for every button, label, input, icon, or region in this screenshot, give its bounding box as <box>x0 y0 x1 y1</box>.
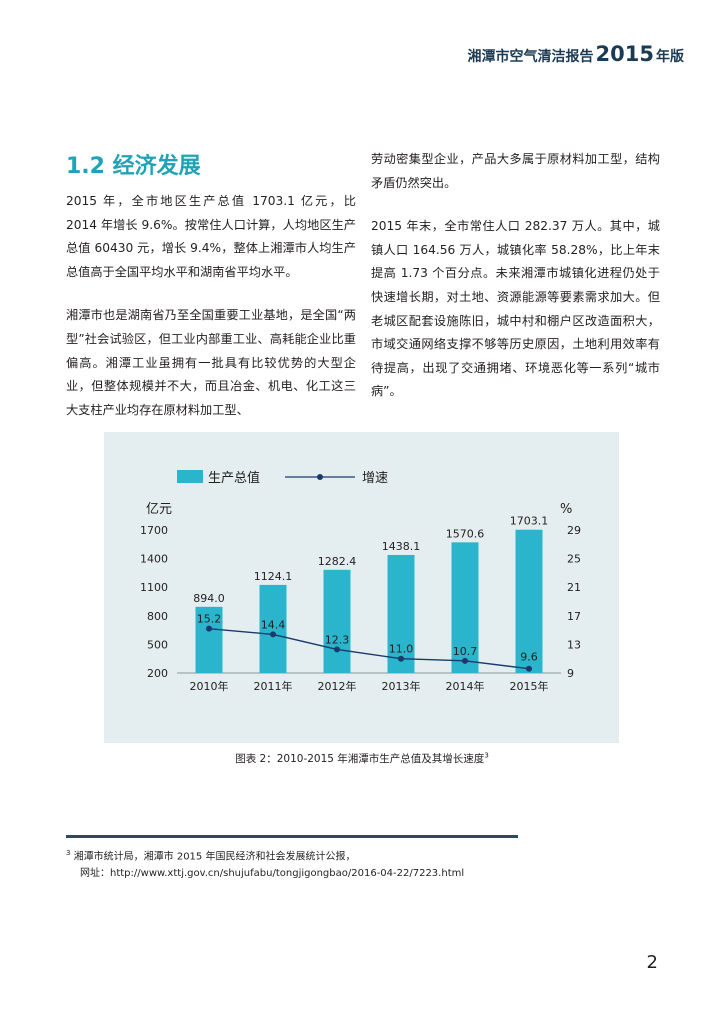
footnote-number: 3 <box>66 849 71 857</box>
growth-rate-point <box>398 655 404 662</box>
growth-rate-label: 10.7 <box>453 645 478 658</box>
bar-2011年 <box>259 584 287 673</box>
y2-tick-label: 29 <box>567 524 581 537</box>
footnote-url[interactable]: 网址：http://www.xttj.gov.cn/shujufabu/tong… <box>80 868 465 880</box>
paragraph: 2015 年末，全市常住人口 282.37 万人。其中，城镇人口 164.56 … <box>371 219 660 399</box>
growth-rate-label: 15.2 <box>197 613 222 626</box>
bar-value-label: 1124.1 <box>254 570 293 583</box>
x-tick-label: 2011年 <box>254 679 293 693</box>
growth-rate-label: 12.3 <box>325 633 350 646</box>
figure-caption: 图表 2：2010-2015 年湘潭市生产总值及其增长速度3 <box>0 751 724 766</box>
legend-bar-swatch <box>177 470 203 483</box>
growth-rate-label: 11.0 <box>389 643 414 656</box>
growth-rate-point <box>526 665 532 672</box>
header-title-prefix: 湘潭市空气清洁报告 <box>467 49 594 65</box>
y2-axis-title: % <box>560 502 572 517</box>
growth-rate-point <box>334 646 340 653</box>
growth-rate-line <box>208 627 530 670</box>
growth-rate-point <box>270 631 276 638</box>
legend-line-label: 增速 <box>362 471 388 486</box>
gdp-chart-panel: 生产总值 增速亿元% 200 500 800 1100 1400 1700 9 13 17 21 25 2… <box>104 432 619 743</box>
right-column: 劳动密集型企业，产品大多属于原材料加工型，结构矛盾仍然突出。 2015 年末，全… <box>371 148 660 424</box>
bar-value-label: 894.0 <box>193 592 225 605</box>
paragraph: 湘潭市也是湖南省乃至全国重要工业基地，是全国“两型”社会试验区，但工业内部重工业… <box>66 308 356 417</box>
growth-rate-label: 14.4 <box>261 618 286 631</box>
footnote-line-1: 湘潭市统计局，湘潭市 2015 年国民经济和社会发展统计公报， <box>73 851 356 863</box>
y2-tick-label: 21 <box>567 581 581 594</box>
x-tick-label: 2015年 <box>510 679 549 693</box>
y2-tick-label: 17 <box>567 610 581 623</box>
growth-rate-point <box>462 657 468 664</box>
y2-tick-label: 25 <box>567 553 581 566</box>
bar-2015年 <box>515 529 543 673</box>
bar-value-label: 1570.6 <box>446 527 485 540</box>
y-axis-title: 亿元 <box>146 502 172 517</box>
footnote-divider <box>66 835 518 838</box>
growth-rate-point <box>206 625 212 632</box>
legend-bar-label: 生产总值 <box>208 470 260 486</box>
caption-text: 图表 2：2010-2015 年湘潭市生产总值及其增长速度 <box>235 753 485 765</box>
x-tick-label: 2010年 <box>190 679 229 693</box>
bar-2012年 <box>323 569 351 673</box>
paragraph: 2015 年，全市地区生产总值 1703.1 亿元，比 2014 年增长 9.6… <box>66 194 356 279</box>
legend-line-marker <box>317 474 323 480</box>
left-column: 2015 年，全市地区生产总值 1703.1 亿元，比 2014 年增长 9.6… <box>66 190 356 442</box>
bar-2013年 <box>387 554 415 673</box>
paragraph: 劳动密集型企业，产品大多属于原材料加工型，结构矛盾仍然突出。 <box>371 152 660 190</box>
header-title-suffix: 年版 <box>656 49 684 65</box>
x-tick-label: 2012年 <box>318 679 357 693</box>
page-number: 2 <box>646 952 658 973</box>
y-tick-label: 1700 <box>140 524 168 537</box>
y2-tick-label: 9 <box>567 667 574 680</box>
y-tick-label: 1400 <box>140 553 168 566</box>
y-tick-label: 500 <box>147 638 168 651</box>
bar-value-label: 1438.1 <box>382 540 421 553</box>
caption-footnote-ref: 3 <box>484 751 489 760</box>
bar-2010年 <box>195 606 223 673</box>
bar-2014年 <box>451 542 479 673</box>
y-tick-label: 200 <box>147 667 168 680</box>
x-tick-label: 2014年 <box>446 679 485 693</box>
bar-value-label: 1703.1 <box>510 515 549 528</box>
y-tick-label: 1100 <box>140 581 168 594</box>
y-tick-label: 800 <box>147 610 168 623</box>
x-tick-label: 2013年 <box>382 679 421 693</box>
bar-value-label: 1282.4 <box>318 555 357 568</box>
y2-tick-label: 13 <box>567 638 581 651</box>
header-year: 2015 <box>595 42 654 66</box>
report-header-title: 湘潭市空气清洁报告2015 年版 <box>468 42 684 66</box>
section-title: 1.2 经济发展 <box>66 154 201 179</box>
growth-rate-label: 9.6 <box>520 651 538 664</box>
footnote: 3 湘潭市统计局，湘潭市 2015 年国民经济和社会发展统计公报， 网址：htt… <box>66 845 566 882</box>
